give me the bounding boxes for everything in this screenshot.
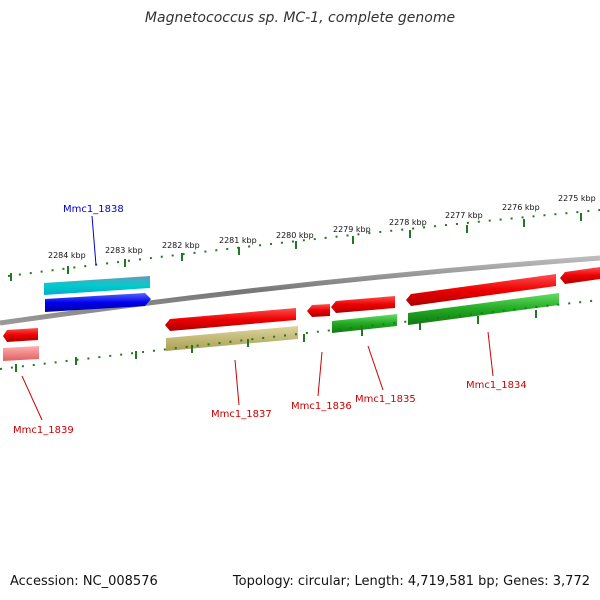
- ruler-label: 2282 kbp: [162, 241, 200, 250]
- gene-feature-1834-rev: [408, 293, 559, 325]
- ruler-label: 2283 kbp: [105, 246, 143, 255]
- gene-feature-1839-rev: [3, 346, 39, 361]
- gene-feature-1834: [406, 274, 556, 306]
- gene-feature-1839-cds: [3, 328, 38, 342]
- ruler-label: 2281 kbp: [219, 236, 257, 245]
- genome-summary-text: Topology: circular; Length: 4,719,581 bp…: [232, 574, 590, 589]
- reverse-strand: [3, 293, 559, 361]
- leader-line-1839: [21, 375, 43, 421]
- inner-ruler: [0, 299, 600, 372]
- leader-line-1838: [91, 215, 97, 266]
- gene-feature-1833-partial: [560, 267, 600, 284]
- gene-feature-1836: [307, 304, 330, 317]
- ruler-label: 2279 kbp: [333, 225, 371, 234]
- leader-line-1837: [234, 359, 240, 406]
- genome-title: Magnetococcus sp. MC-1, complete genome: [144, 10, 456, 26]
- ruler-label: 2284 kbp: [48, 251, 86, 260]
- gene-feature-1837: [165, 308, 296, 331]
- genome-backbone: [0, 255, 600, 326]
- gene-label[interactable]: Mmc1_1835: [355, 394, 416, 405]
- ruler-label: 2278 kbp: [389, 218, 427, 227]
- leader-line-1835: [367, 345, 384, 391]
- gene-feature-1837-rev: [166, 326, 298, 351]
- leader-line-1836: [317, 351, 323, 397]
- gene-label[interactable]: Mmc1_1838: [63, 204, 124, 215]
- accession-text: Accession: NC_008576: [10, 574, 158, 589]
- gene-feature-1838-cds: [45, 293, 151, 312]
- outer-ruler-major-ticks: [10, 213, 582, 281]
- gene-leader-lines: [21, 215, 494, 421]
- gene-feature-1838-rna: [44, 276, 150, 295]
- gene-label[interactable]: Mmc1_1837: [211, 409, 272, 420]
- ruler-label: 2277 kbp: [445, 211, 483, 220]
- ruler-label: 2276 kbp: [502, 203, 540, 212]
- gene-label[interactable]: Mmc1_1836: [291, 401, 352, 412]
- gene-feature-1835: [331, 296, 395, 313]
- forward-strand: [3, 267, 600, 342]
- gene-label[interactable]: Mmc1_1834: [466, 380, 527, 391]
- gene-feature-1835-rev: [332, 314, 397, 333]
- gene-labels: Mmc1_1838 Mmc1_1839 Mmc1_1837 Mmc1_1836 …: [13, 204, 527, 436]
- inner-ruler-major-ticks: [15, 310, 537, 372]
- ruler-label: 2275 kbp: [558, 194, 596, 203]
- ruler-label: 2280 kbp: [276, 231, 314, 240]
- ruler-labels: 2284 kbp 2283 kbp 2282 kbp 2281 kbp 2280…: [48, 194, 596, 260]
- gene-label[interactable]: Mmc1_1839: [13, 425, 74, 436]
- leader-line-1834: [487, 331, 494, 377]
- outer-ruler: [7, 209, 600, 281]
